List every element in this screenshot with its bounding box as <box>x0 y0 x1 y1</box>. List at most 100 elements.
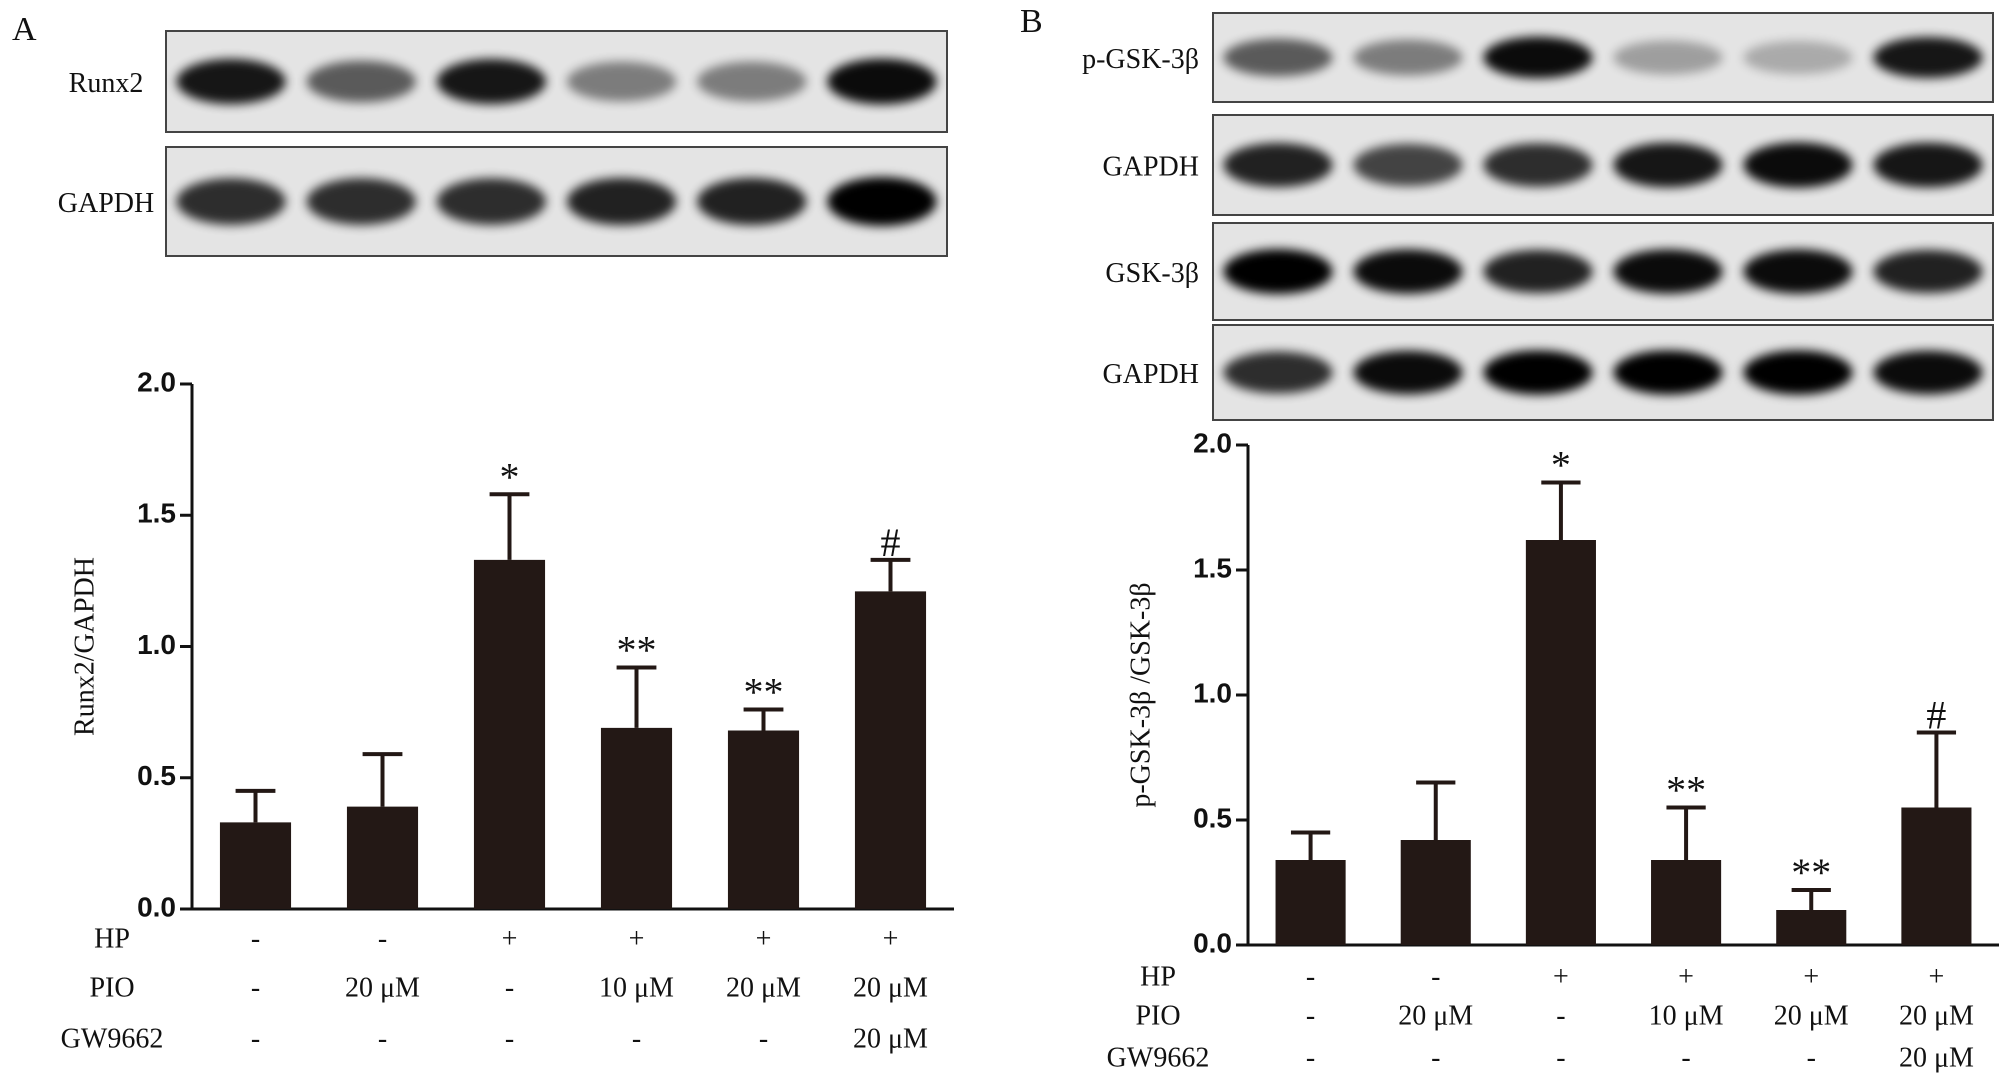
condition-value: - <box>378 923 387 954</box>
blot-band <box>1613 249 1723 294</box>
panel-label: A <box>12 11 37 48</box>
blot-band <box>1743 142 1853 188</box>
blot-frame <box>1212 324 1994 421</box>
y-axis-label: Runx2/GAPDH <box>69 557 100 736</box>
condition-label: HP <box>94 923 130 954</box>
significance-mark: # <box>881 520 901 565</box>
bar <box>727 730 800 909</box>
condition-value: - <box>251 1023 260 1054</box>
blot-label: Runx2 <box>69 68 144 99</box>
condition-value: 20 μM <box>853 1023 928 1054</box>
bar <box>1400 840 1471 945</box>
condition-value: - <box>1306 961 1315 992</box>
blot-frame <box>1212 12 1994 103</box>
y-tick-label: 2.0 <box>137 366 176 397</box>
blot-frame <box>165 30 948 133</box>
blot-band <box>1223 351 1333 394</box>
condition-value: - <box>251 923 260 954</box>
blot-band <box>697 61 807 102</box>
blot-band <box>697 177 807 226</box>
condition-value: + <box>1929 961 1945 992</box>
blot-band <box>1743 40 1853 75</box>
condition-value: - <box>1306 1042 1315 1073</box>
condition-value: 20 μM <box>1899 1000 1974 1031</box>
condition-label: HP <box>1140 961 1176 992</box>
condition-value: - <box>1807 1042 1816 1073</box>
condition-value: - <box>759 1023 768 1054</box>
blot-band <box>306 60 416 103</box>
blot-band <box>436 58 547 105</box>
blot-band <box>1873 249 1983 294</box>
condition-label: GW9662 <box>61 1023 164 1054</box>
condition-value: 20 μM <box>345 972 420 1003</box>
blot-band <box>1613 142 1723 188</box>
condition-value: 10 μM <box>1649 1000 1724 1031</box>
blot-band <box>1613 40 1723 75</box>
blot-band <box>1353 249 1463 294</box>
significance-mark: ** <box>1791 850 1831 895</box>
condition-label: PIO <box>1135 1000 1180 1031</box>
condition-value: + <box>629 923 645 954</box>
condition-value: - <box>505 1023 514 1054</box>
condition-value: 20 μM <box>1398 1000 1473 1031</box>
blot-band <box>566 61 677 102</box>
condition-label: PIO <box>89 972 134 1003</box>
condition-value: 20 μM <box>1774 1000 1849 1031</box>
blot-band <box>1873 142 1983 188</box>
blot-band <box>1483 350 1593 395</box>
condition-value: - <box>505 972 514 1003</box>
blot-frame <box>1212 114 1994 216</box>
y-axis-label: p-GSK-3β /GSK-3β <box>1125 582 1156 807</box>
blot-band <box>1743 350 1853 395</box>
blot-band <box>1873 36 1983 79</box>
significance-mark: * <box>500 454 520 499</box>
blot-band <box>1483 143 1593 187</box>
y-tick-label: 1.0 <box>137 629 176 660</box>
condition-value: - <box>1306 1000 1315 1031</box>
significance-mark: * <box>1551 443 1571 488</box>
blot-band <box>176 58 286 105</box>
y-tick-label: 2.0 <box>1193 427 1232 458</box>
blot-label: GAPDH <box>1103 359 1199 390</box>
condition-value: + <box>883 923 899 954</box>
significance-mark: # <box>1926 693 1946 738</box>
y-tick-label: 0.0 <box>1193 927 1232 958</box>
blot-band <box>1223 249 1333 294</box>
blot-band <box>1353 350 1463 395</box>
condition-value: - <box>1431 1042 1440 1073</box>
significance-mark: ** <box>1666 768 1706 813</box>
blot-band <box>436 178 547 225</box>
condition-value: - <box>1556 1042 1565 1073</box>
blot-label: GAPDH <box>1103 151 1199 182</box>
condition-value: - <box>1681 1042 1690 1073</box>
condition-value: - <box>632 1023 641 1054</box>
bar <box>1651 860 1722 945</box>
y-tick-label: 0.5 <box>137 760 176 791</box>
blot-band <box>176 178 286 225</box>
bar <box>473 559 546 909</box>
panel-label: B <box>1020 3 1043 40</box>
blot-band <box>1483 249 1593 294</box>
bar <box>219 822 292 909</box>
blot-label: p-GSK-3β <box>1082 44 1199 75</box>
condition-value: + <box>502 923 518 954</box>
condition-value: - <box>1431 961 1440 992</box>
y-tick-label: 1.0 <box>1193 677 1232 708</box>
condition-value: - <box>1556 1000 1565 1031</box>
blot-band <box>827 176 937 227</box>
bar <box>854 591 927 909</box>
blot-band <box>1613 350 1723 395</box>
bar <box>346 806 419 909</box>
condition-label: GW9662 <box>1107 1042 1210 1073</box>
blot-label: GSK-3β <box>1105 258 1199 289</box>
condition-value: 20 μM <box>1899 1042 1974 1073</box>
blot-band <box>1353 143 1463 187</box>
condition-value: + <box>1803 961 1819 992</box>
blot-frame <box>1212 222 1994 321</box>
blot-band <box>827 58 937 105</box>
y-tick-label: 1.5 <box>1193 552 1232 583</box>
condition-value: - <box>251 972 260 1003</box>
blot-band <box>1223 38 1333 77</box>
y-tick-label: 0.0 <box>137 891 176 922</box>
